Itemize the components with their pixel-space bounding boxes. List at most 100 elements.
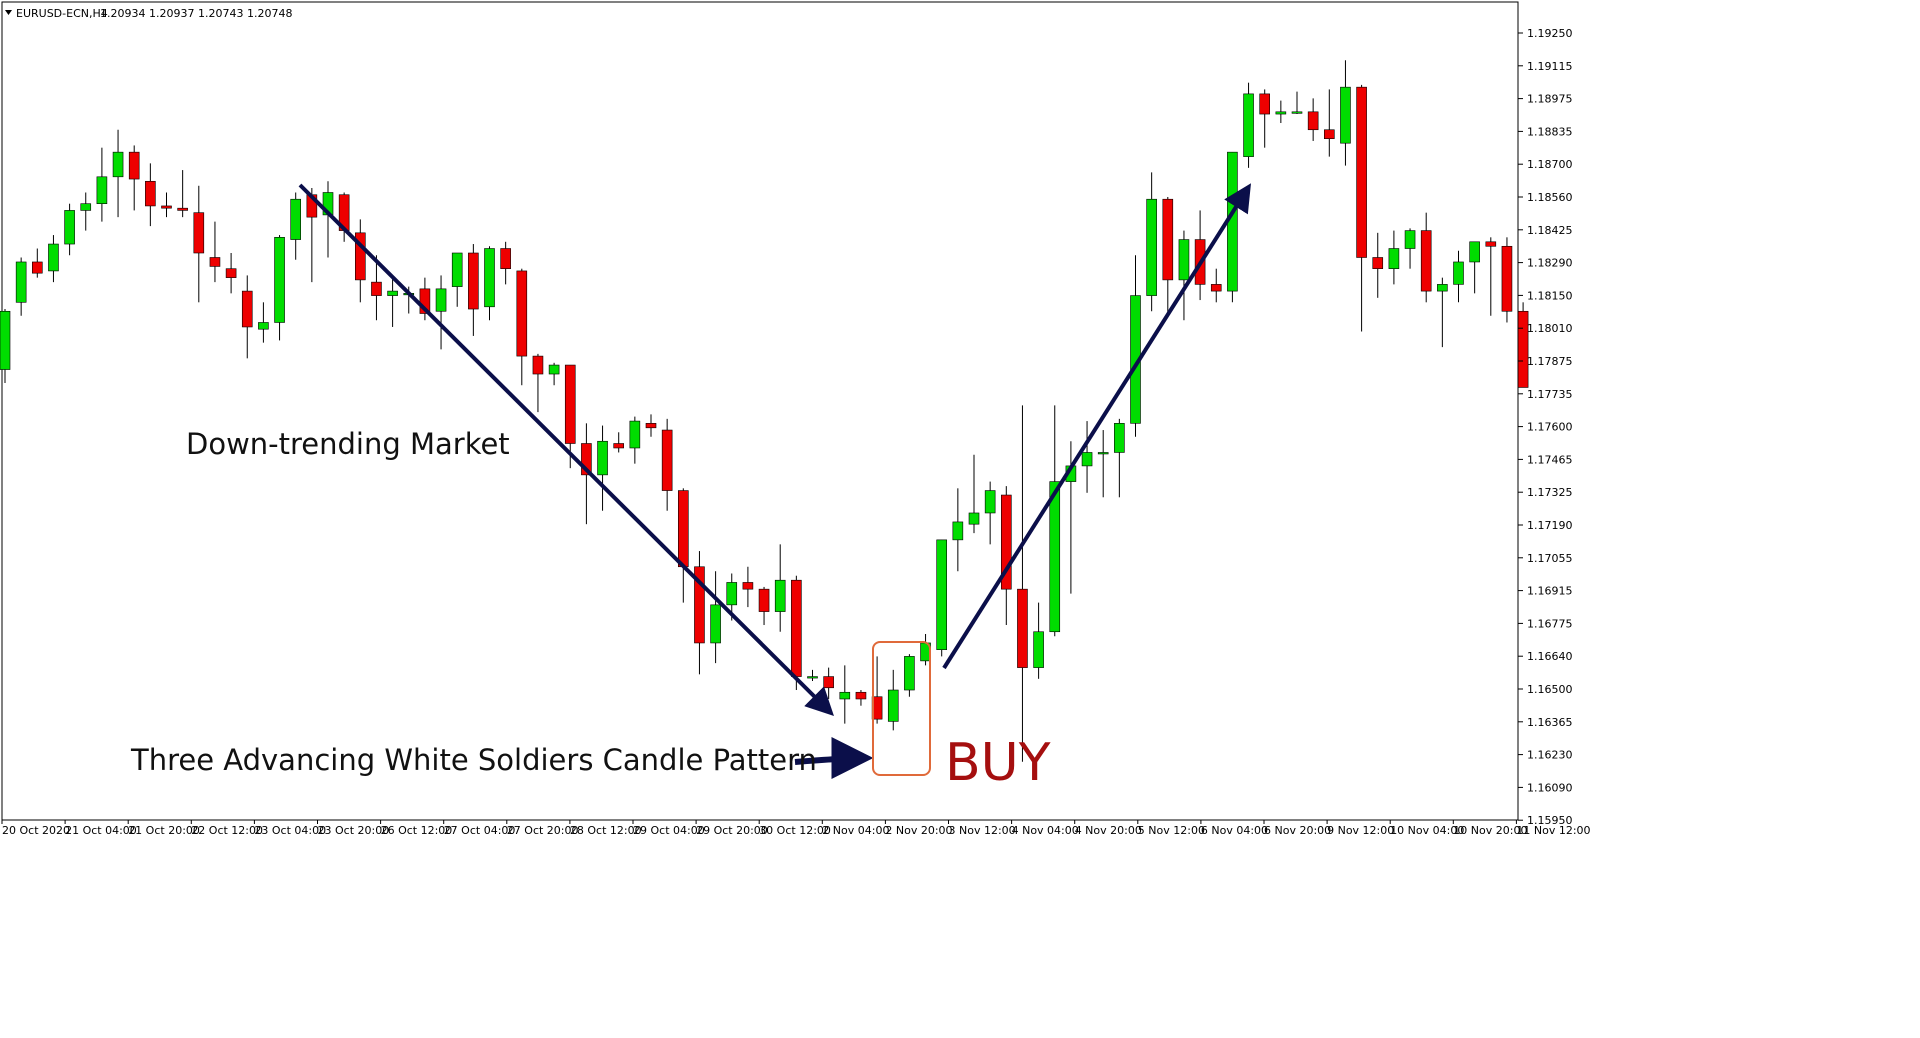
candle [419, 277, 431, 321]
candle [629, 416, 641, 464]
candle [1291, 91, 1303, 115]
candle [548, 362, 560, 386]
time-tick-label: 9 Nov 12:00 [1327, 824, 1394, 837]
symbol-timeframe-label: EURUSD-ECN,H4 [16, 7, 108, 20]
price-tick-label: 1.18150 [1527, 289, 1573, 302]
time-tick-label: 23 Oct 04:00 [254, 824, 326, 837]
bear-candle-body [354, 232, 366, 281]
bear-candle-body [791, 579, 802, 677]
candle [1017, 405, 1028, 762]
candle [758, 586, 770, 626]
bull-candle-body [48, 243, 59, 272]
candle [1372, 232, 1384, 298]
candle [387, 275, 398, 327]
candle [48, 235, 59, 283]
bear-candle-body [1324, 129, 1335, 140]
bear-candle-body [1372, 257, 1384, 269]
candle [1340, 60, 1351, 166]
bull-candle-body [96, 176, 108, 204]
time-tick-label: 10 Nov 04:00 [1390, 824, 1464, 837]
candle [581, 423, 592, 525]
candle [112, 129, 124, 218]
candle [15, 257, 27, 316]
candle [1307, 98, 1319, 141]
candle [435, 275, 447, 350]
bear-candle-body [1162, 198, 1174, 281]
candle [193, 185, 205, 303]
candle [1275, 100, 1287, 124]
price-tick-label: 1.18290 [1527, 257, 1573, 270]
bull-candle-body [1081, 452, 1093, 467]
candle [354, 219, 366, 303]
price-tick-label: 1.18975 [1527, 93, 1573, 106]
time-tick-label: 21 Oct 20:00 [128, 824, 200, 837]
bull-candle-body [807, 676, 818, 679]
price-tick-label: 1.19115 [1527, 60, 1573, 73]
candle [1227, 151, 1238, 303]
candle [80, 192, 92, 231]
candle [1469, 241, 1480, 294]
time-tick-label: 22 Oct 12:00 [191, 824, 263, 837]
candle [1049, 405, 1061, 637]
bear-candle-body [177, 207, 188, 211]
bear-candle-body [500, 248, 511, 269]
candle [1097, 430, 1109, 498]
time-tick-label: 5 Nov 12:00 [1138, 824, 1205, 837]
price-tick-label: 1.16230 [1527, 749, 1573, 762]
candle [839, 665, 851, 724]
candle [1356, 84, 1367, 332]
bear-candle-body [241, 290, 253, 328]
candle [661, 418, 673, 511]
candle [532, 353, 544, 413]
candle [1324, 89, 1335, 157]
pattern-label: Three Advancing White Soldiers Candle Pa… [130, 743, 817, 777]
bull-candle-body [597, 440, 608, 476]
candle [258, 302, 269, 343]
bull-candle-body [15, 261, 27, 303]
time-tick-label: 6 Nov 04:00 [1201, 824, 1268, 837]
price-tick-label: 1.17190 [1527, 519, 1573, 532]
price-tick-label: 1.17325 [1527, 486, 1573, 499]
triangle-down-icon[interactable] [5, 10, 12, 15]
candle [0, 309, 11, 383]
bull-candle-body [290, 198, 302, 240]
bear-candle-body [1485, 241, 1497, 247]
candle [1453, 250, 1464, 303]
candle [1485, 237, 1497, 316]
candle [1081, 421, 1093, 493]
bull-candle-body [112, 151, 124, 178]
candle [468, 244, 479, 336]
bull-candle-body [1114, 423, 1125, 453]
bear-candle-body [532, 355, 544, 375]
candle [710, 571, 721, 664]
price-tick-label: 1.18560 [1527, 191, 1573, 204]
uptrend-arrow [942, 183, 1251, 670]
bear-candle-body [613, 443, 625, 449]
price-axis: 1.19250 1.19115 1.18975 1.18835 1.18700 1.185… [1518, 27, 1573, 827]
candle [128, 145, 140, 211]
bull-candle-body [1178, 239, 1190, 281]
bull-candle-body [1437, 284, 1448, 292]
bull-candle-body [904, 656, 915, 691]
bull-candle-body [258, 322, 269, 330]
candle [952, 488, 964, 572]
bull-candle-body [80, 203, 92, 211]
bull-candle-body [274, 237, 285, 323]
pattern-pointer-arrow [794, 737, 874, 780]
bull-candle-body [1097, 452, 1109, 455]
candle [516, 268, 528, 386]
candle [1162, 196, 1174, 314]
candle [274, 235, 285, 341]
bear-candle-body [694, 566, 705, 644]
candle [225, 253, 237, 294]
pattern-highlight-box [872, 641, 931, 776]
bear-candle-body [677, 490, 689, 568]
candle [1178, 230, 1190, 321]
candle [451, 252, 463, 307]
price-tick-label: 1.16915 [1527, 585, 1573, 598]
bear-candle-body [758, 588, 770, 612]
candle [1210, 268, 1222, 303]
bear-candle-body [161, 205, 172, 209]
